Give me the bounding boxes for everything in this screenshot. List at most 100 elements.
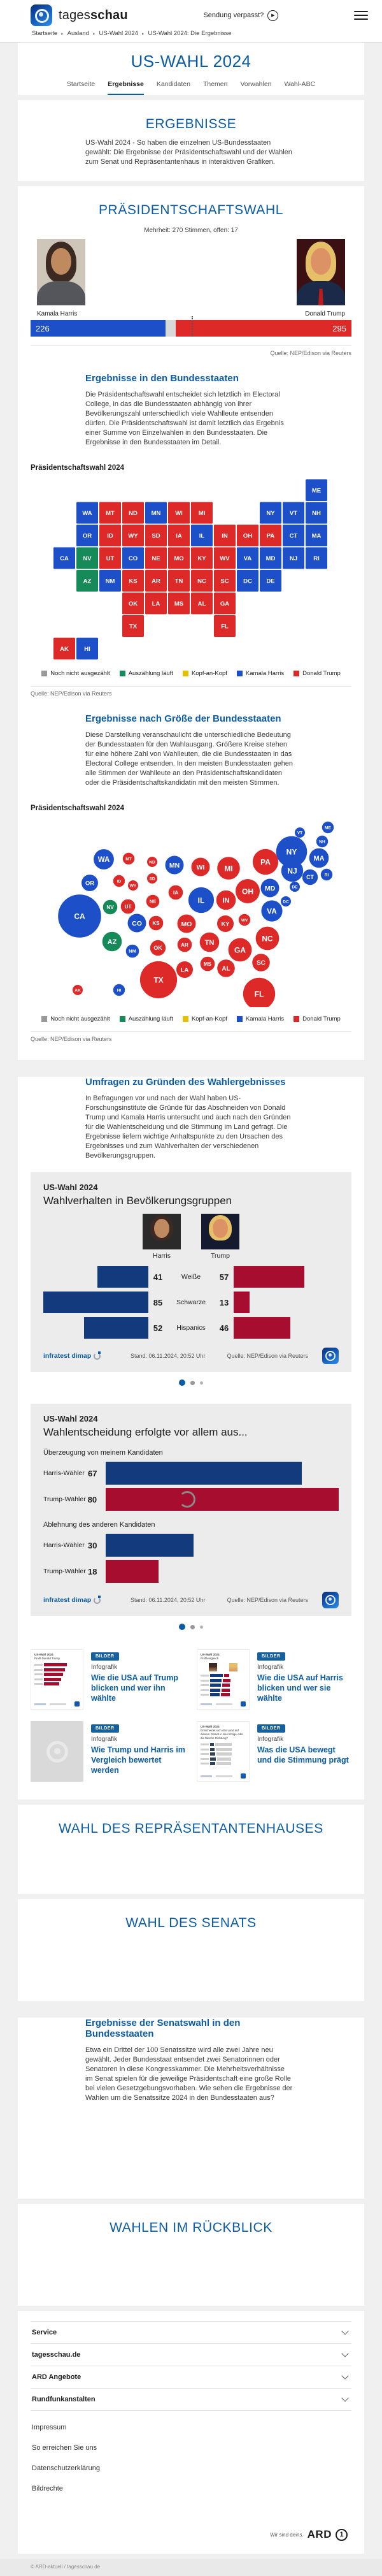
tagesschau-logo-icon[interactable] — [31, 4, 52, 26]
bubble-state-PA[interactable] — [252, 848, 279, 875]
bubble-state-IL[interactable] — [188, 887, 215, 913]
teaser-card[interactable]: BILDER Infografik Wie Trump und Harris im … — [31, 1721, 185, 1782]
teaser-card[interactable]: US-Wahl 2024 Profilvergleich BILDER Infogra… — [197, 1649, 351, 1710]
tab-startseite[interactable]: Startseite — [66, 80, 96, 88]
map-state-NV[interactable] — [76, 547, 98, 569]
map-state-OH[interactable] — [237, 525, 258, 546]
map-state-AZ[interactable] — [76, 570, 98, 592]
map-state-DE[interactable] — [260, 570, 281, 592]
bubble-state-NY[interactable] — [276, 836, 308, 868]
map-state-MD[interactable] — [260, 547, 281, 569]
map-state-MI[interactable] — [191, 502, 213, 524]
map-state-NE[interactable] — [145, 547, 167, 569]
carousel-dot[interactable] — [190, 1624, 195, 1629]
teaser-link[interactable]: Wie Trump und Harris im Vergleich bewert… — [91, 1745, 185, 1775]
bubble-state-MT[interactable] — [122, 852, 135, 865]
bubble-state-AK[interactable] — [73, 985, 83, 995]
carousel-dot-active[interactable] — [179, 1379, 185, 1386]
map-state-TX[interactable] — [122, 615, 144, 637]
bubble-state-TN[interactable] — [199, 932, 220, 952]
footer-link[interactable]: Bildrechte — [32, 2485, 63, 2492]
map-state-NJ[interactable] — [283, 547, 304, 569]
map-state-FL[interactable] — [214, 615, 236, 637]
map-state-LA[interactable] — [145, 592, 167, 615]
bubble-state-ME[interactable] — [322, 821, 334, 834]
map-state-SC[interactable] — [214, 570, 236, 592]
map-state-WY[interactable] — [122, 525, 144, 546]
bubble-state-CA[interactable] — [58, 894, 101, 938]
map-state-HI[interactable] — [76, 637, 98, 660]
bubble-state-NH[interactable] — [316, 835, 329, 848]
carousel-dot[interactable] — [200, 1381, 203, 1385]
footer-accordion-tagesschau-de[interactable]: tagesschau.de — [31, 2343, 351, 2366]
breadcrumb-item[interactable]: Ausland — [67, 30, 89, 37]
map-state-TN[interactable] — [168, 570, 190, 592]
size-subsection-title[interactable]: Ergebnisse nach Größe der Bundesstaaten — [85, 713, 281, 724]
bubble-state-DC[interactable] — [281, 896, 291, 906]
umfragen-title[interactable]: Umfragen zu Gründen des Wahlergebnisses — [85, 1077, 286, 1088]
teaser-card[interactable]: US-Wahl 2024 Entscheidet sich das Land au… — [197, 1721, 351, 1782]
map-state-SD[interactable] — [145, 525, 167, 546]
bubble-state-LA[interactable] — [176, 961, 193, 978]
tab-themen[interactable]: Themen — [202, 80, 228, 88]
map-state-MO[interactable] — [168, 547, 190, 569]
missed-show-button[interactable]: Sendung verpasst? ▶ — [203, 10, 279, 21]
bubble-state-KS[interactable] — [148, 915, 164, 931]
bubble-state-NJ[interactable] — [281, 859, 304, 882]
bubble-state-ND[interactable] — [147, 857, 157, 867]
teaser-thumbnail[interactable]: US-Wahl 2024 Entscheidet sich das Land au… — [197, 1721, 250, 1782]
map-state-KY[interactable] — [191, 547, 213, 569]
map-state-AR[interactable] — [145, 570, 167, 592]
tab-vorwahlen[interactable]: Vorwahlen — [240, 80, 272, 88]
bubble-state-NV[interactable] — [103, 899, 118, 915]
map-state-PA[interactable] — [260, 525, 281, 546]
map-state-OR[interactable] — [76, 525, 98, 546]
map-state-WV[interactable] — [214, 547, 236, 569]
map-state-AK[interactable] — [53, 637, 75, 660]
bubble-state-WI[interactable] — [191, 857, 210, 877]
bubble-state-OR[interactable] — [81, 875, 98, 891]
map-state-MN[interactable] — [145, 502, 167, 524]
teaser-thumbnail[interactable]: US-Wahl 2024 Profil Donald Trump — [31, 1649, 83, 1710]
bubble-state-SD[interactable] — [147, 873, 157, 884]
bubble-state-MI[interactable] — [217, 857, 240, 880]
map-state-NC[interactable] — [191, 570, 213, 592]
map-state-IN[interactable] — [214, 525, 236, 546]
map-state-UT[interactable] — [99, 547, 121, 569]
bubble-state-WY[interactable] — [128, 880, 138, 891]
bubble-state-AL[interactable] — [217, 959, 235, 977]
tab-ergebnisse[interactable]: Ergebnisse — [108, 80, 144, 95]
map-state-ID[interactable] — [99, 525, 121, 546]
bubble-state-MO[interactable] — [177, 914, 196, 933]
bubble-state-HI[interactable] — [113, 984, 125, 996]
bubble-state-MD[interactable] — [260, 878, 279, 898]
bubble-state-IA[interactable] — [168, 885, 183, 900]
bubble-state-AR[interactable] — [177, 937, 192, 952]
map-state-MT[interactable] — [99, 502, 121, 524]
bubble-state-NC[interactable] — [255, 926, 279, 950]
map-state-IL[interactable] — [191, 525, 213, 546]
bubble-state-MN[interactable] — [165, 855, 184, 875]
map-state-NH[interactable] — [306, 502, 327, 524]
map-state-KS[interactable] — [122, 570, 144, 592]
footer-accordion-service[interactable]: Service — [31, 2321, 351, 2343]
carousel-dot-active[interactable] — [179, 1624, 185, 1630]
breadcrumb-item[interactable]: US-Wahl 2024 — [99, 30, 138, 37]
teaser-card[interactable]: US-Wahl 2024 Profil Donald Trump BILDER Inf… — [31, 1649, 185, 1710]
bubble-state-MA[interactable] — [309, 848, 329, 868]
map-state-VA[interactable] — [237, 547, 258, 569]
bubble-state-SC[interactable] — [252, 954, 270, 971]
carousel-dot[interactable] — [200, 1625, 203, 1629]
map-state-ND[interactable] — [122, 502, 144, 524]
bubble-state-VT[interactable] — [295, 827, 305, 838]
bubble-state-KY[interactable] — [217, 915, 234, 932]
bubble-state-VA[interactable] — [261, 900, 283, 922]
teaser-link[interactable]: Wie die USA auf Trump blicken und wer ih… — [91, 1673, 178, 1703]
map-state-OK[interactable] — [122, 592, 144, 615]
senatswahl-title[interactable]: Ergebnisse der Senatswahl in den Bundess… — [85, 2018, 241, 2039]
bubble-state-OH[interactable] — [236, 879, 260, 903]
bubble-state-AZ[interactable] — [102, 931, 122, 952]
map-state-NY[interactable] — [260, 502, 281, 524]
bubble-state-TX[interactable] — [139, 961, 178, 999]
bubble-state-ID[interactable] — [113, 875, 125, 887]
